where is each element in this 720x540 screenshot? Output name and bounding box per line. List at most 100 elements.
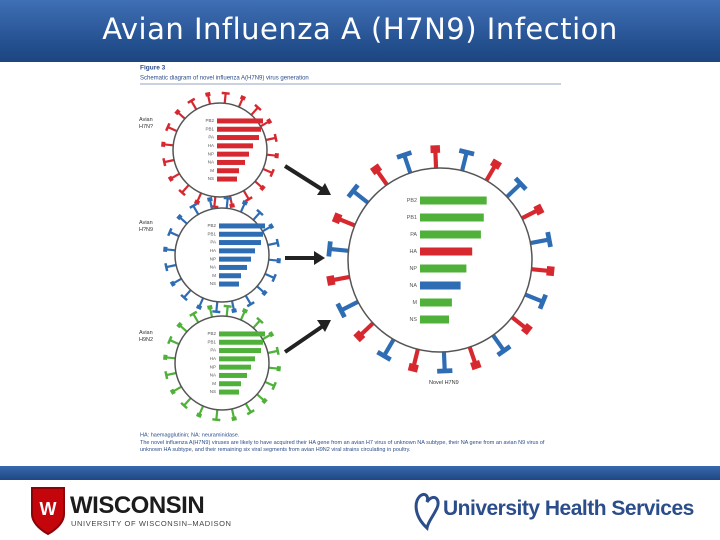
virus: Avian H9N2 PB2 PB1 PA HA NP NA M NS — [139, 304, 281, 422]
spike — [491, 333, 506, 352]
segment-label: PA — [210, 348, 216, 353]
crest: W — [31, 487, 65, 536]
spike-head — [174, 108, 181, 116]
abbreviations: HA: haemagglutinin; NA: neuraminidase. — [140, 432, 240, 438]
spike — [167, 126, 178, 133]
spike — [252, 211, 261, 221]
spike — [252, 319, 261, 329]
spike-head — [178, 188, 186, 197]
segment-bar — [420, 213, 484, 222]
spike-head — [261, 289, 268, 297]
spike — [460, 151, 469, 172]
spike-head — [239, 94, 247, 101]
segment-bar — [219, 256, 251, 262]
segment-bar — [219, 331, 265, 337]
figure: Figure 3 Schematic diagram of novel infl… — [137, 62, 565, 462]
title-bar: Avian Influenza A (H7N9) Infection — [0, 0, 720, 62]
spike — [183, 289, 192, 299]
spike — [169, 339, 180, 346]
spike-head — [326, 241, 333, 257]
segment-bar — [217, 135, 259, 141]
virus-label-box: Avian H9N2 — [139, 330, 154, 343]
spike — [267, 349, 278, 355]
segment-bar — [219, 356, 255, 362]
uhs-icon — [414, 492, 440, 531]
spike-head — [273, 133, 278, 143]
virus-label-box: Avian H7N? — [139, 117, 154, 130]
spike — [169, 231, 180, 238]
segment-bar — [217, 168, 239, 174]
spike-head — [271, 273, 277, 283]
spike-head — [223, 304, 232, 308]
spike — [382, 338, 396, 357]
virus-label-box: Avian H?N9 — [139, 220, 153, 233]
note-box: The novel influenza A(H7N9) viruses are … — [140, 440, 544, 453]
spike-head — [326, 275, 336, 286]
segment-bar — [420, 196, 487, 205]
spike-head — [256, 208, 264, 217]
spike — [181, 184, 190, 194]
segment-bar — [219, 372, 247, 378]
spike-head — [269, 168, 275, 178]
segment-label: NP — [410, 266, 418, 272]
segment-bar — [420, 264, 467, 273]
spike — [267, 241, 278, 247]
spike-head — [231, 416, 237, 422]
spike-head — [221, 91, 230, 95]
segment-bar — [217, 151, 249, 157]
figure-label: Figure 3 — [140, 65, 166, 72]
uw-logo: WISCONSIN — [70, 492, 205, 519]
spike — [265, 136, 276, 142]
spike — [264, 272, 275, 279]
spike — [166, 263, 177, 269]
virus-label: Avian H9N2 — [139, 330, 154, 343]
segment-bar — [217, 159, 245, 165]
spike-head — [437, 368, 453, 374]
segment-label: NA — [210, 373, 216, 378]
spike-head — [268, 223, 275, 230]
spike — [530, 237, 550, 246]
segment-bar — [219, 364, 251, 370]
spike-head — [180, 293, 188, 302]
segment-bar — [217, 143, 253, 149]
virus-label: Avian H7N? — [139, 117, 154, 130]
spike-head — [176, 213, 183, 221]
segment-label: NA — [210, 265, 216, 270]
spike — [505, 182, 523, 199]
spike — [244, 403, 252, 413]
spike-head — [212, 418, 221, 422]
spike — [225, 198, 229, 209]
spike-head — [167, 227, 173, 237]
segment-label: PB2 — [207, 223, 216, 228]
spike-head — [537, 293, 548, 310]
spike-head — [353, 330, 366, 343]
segment-bar — [420, 298, 452, 307]
spike — [223, 93, 227, 104]
spike-head — [187, 97, 196, 104]
footer-band — [0, 466, 720, 480]
spike-head — [205, 91, 211, 97]
segment-bar — [219, 264, 247, 270]
segment-bar — [219, 381, 241, 387]
spike-head — [189, 310, 198, 317]
segment-label: PA — [210, 240, 216, 245]
spike-head — [513, 176, 528, 191]
spike-head — [496, 344, 512, 358]
spike — [166, 371, 177, 377]
spike — [250, 106, 259, 116]
spike — [524, 292, 544, 304]
segment-label: NS — [210, 281, 216, 286]
spike-head — [275, 346, 280, 356]
spike — [264, 380, 275, 387]
segment-label: PB2 — [205, 118, 214, 123]
segment-bar — [420, 247, 473, 256]
spike-head — [331, 212, 343, 225]
spike-head — [545, 231, 553, 248]
slide-title: Avian Influenza A (H7N9) Infection — [102, 12, 618, 46]
spike-head — [167, 335, 173, 345]
spike — [242, 190, 250, 200]
segment-bar — [219, 348, 261, 354]
segment-label: M — [413, 300, 418, 306]
spike — [329, 246, 349, 253]
segment-label: PB1 — [207, 339, 216, 344]
